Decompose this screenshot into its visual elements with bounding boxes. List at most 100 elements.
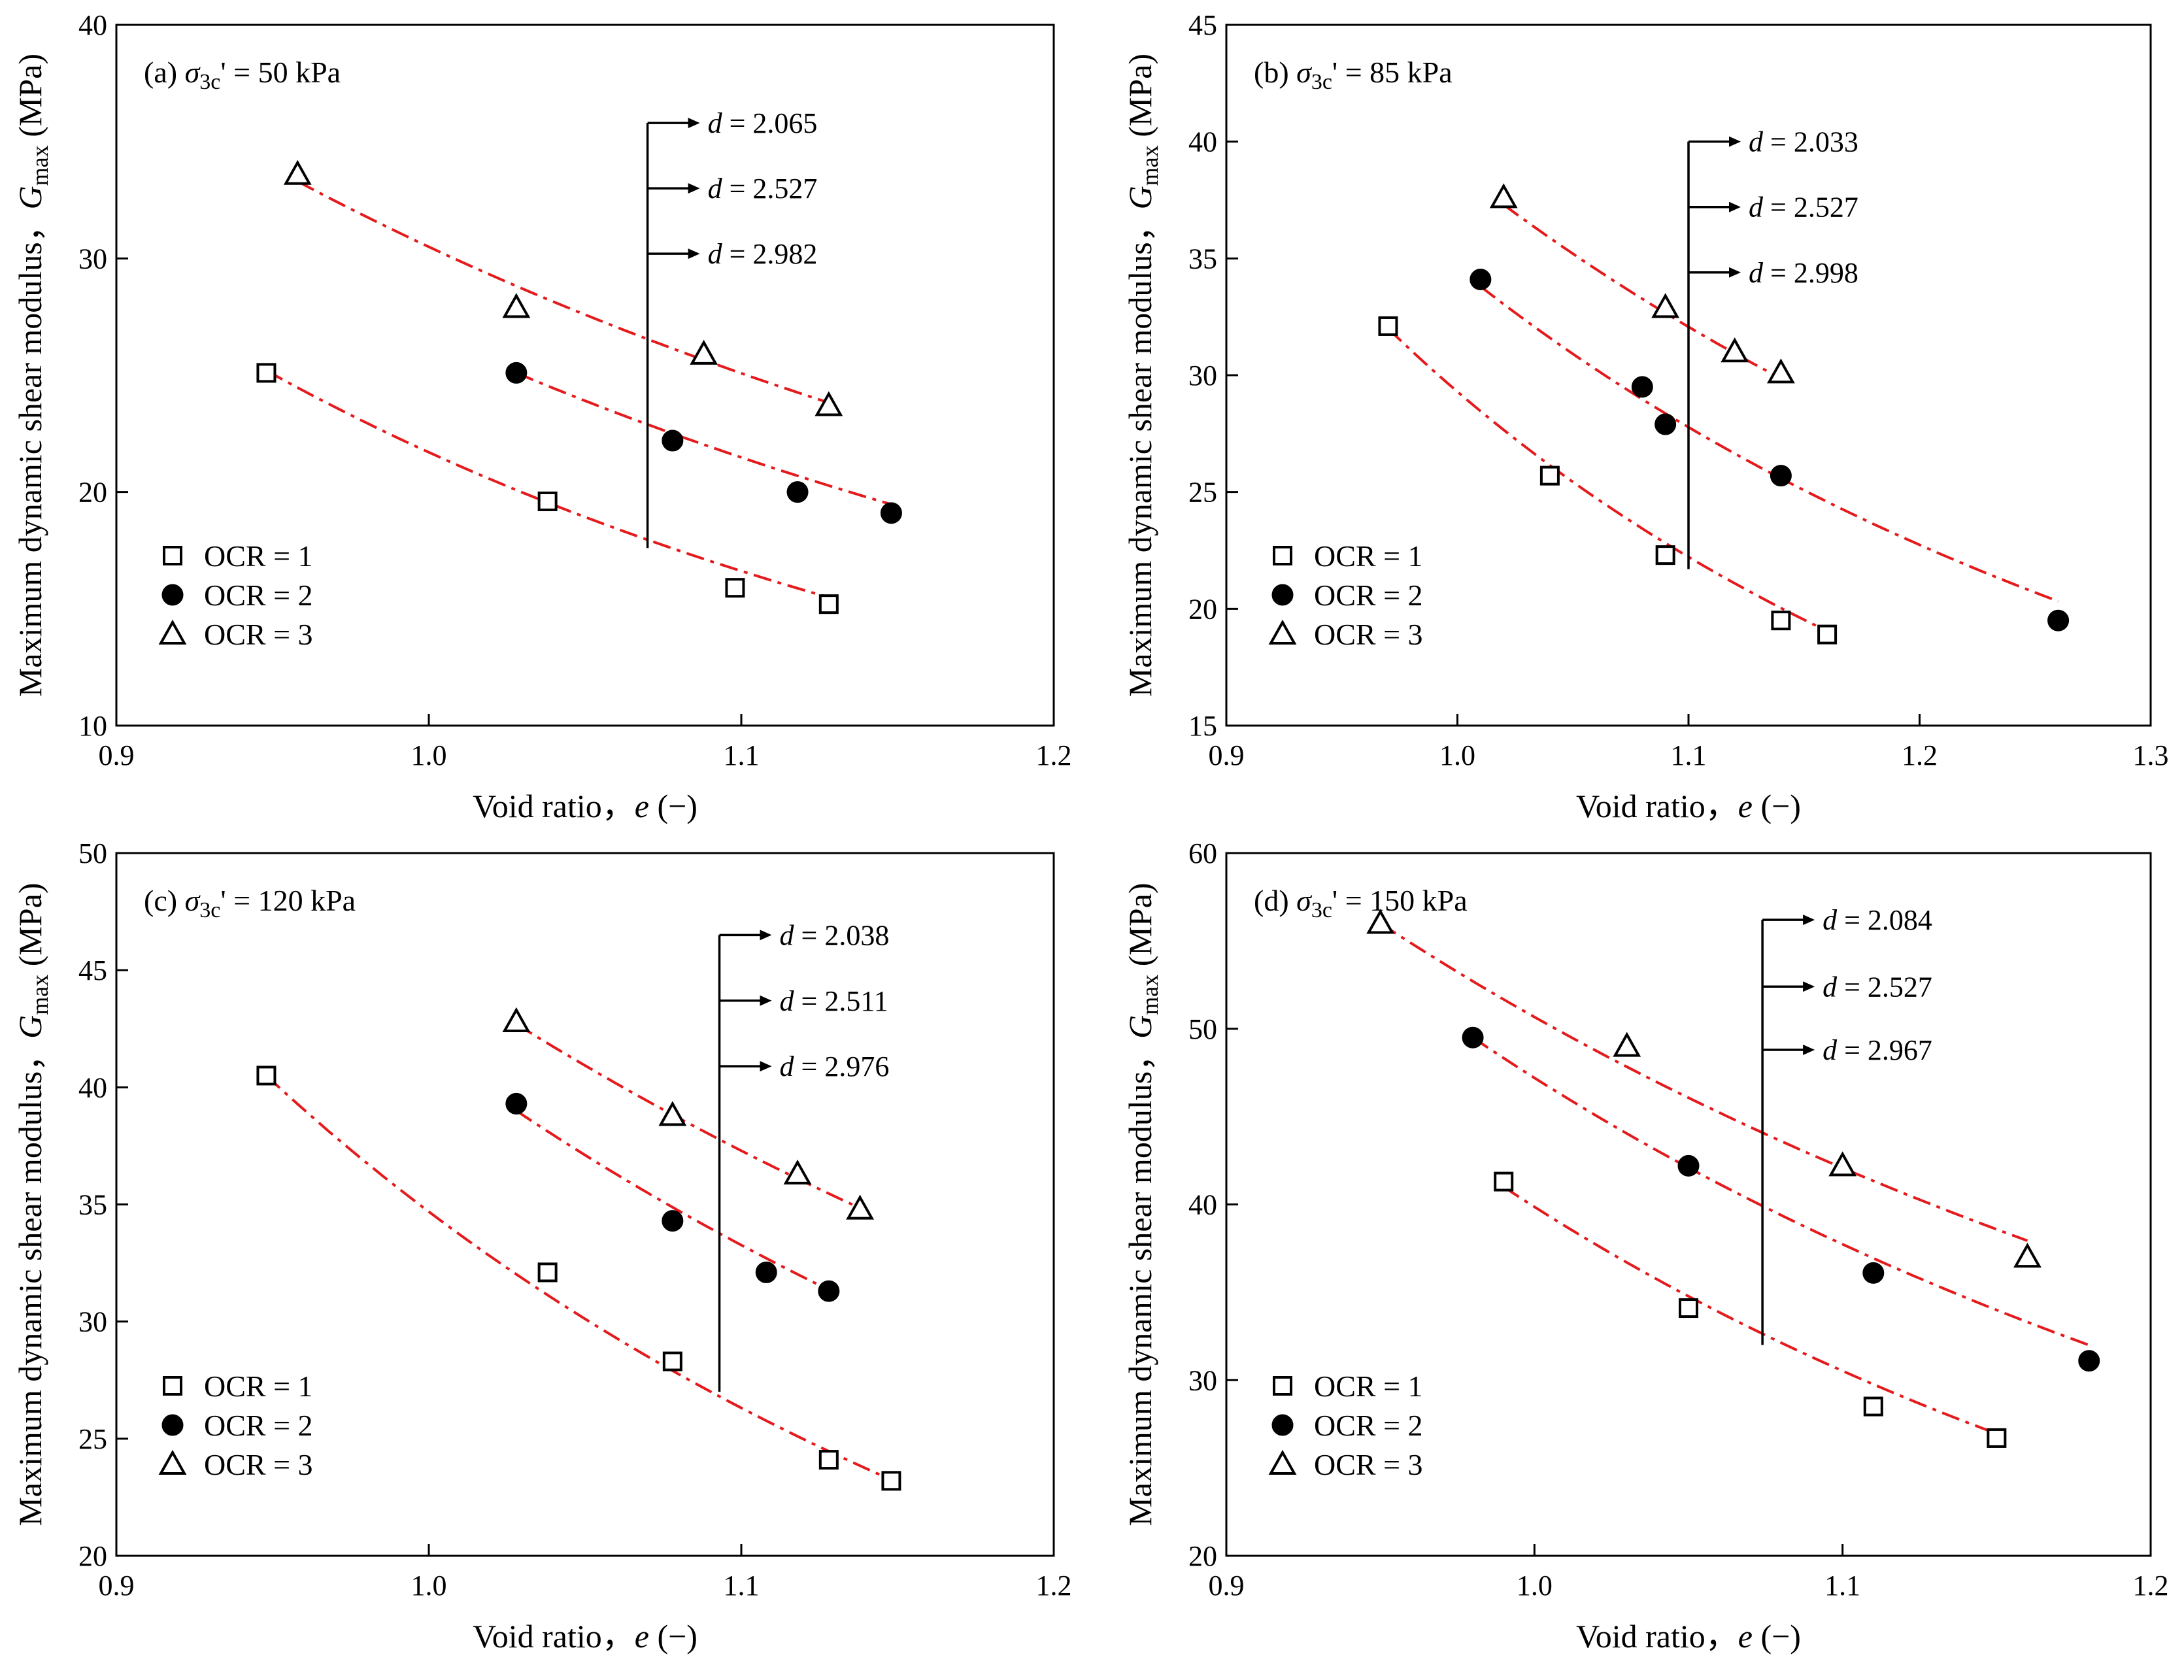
d-value-label: d = 2.998 — [1749, 257, 1858, 289]
fit-curve — [297, 180, 830, 404]
plot-frame — [115, 24, 1055, 727]
d-value-label: d = 2.967 — [1823, 1034, 1932, 1066]
data-point-square — [818, 594, 839, 614]
legend-label: OCR = 2 — [1314, 1409, 1423, 1442]
fit-curve — [1379, 922, 2028, 1242]
d-value-label: d = 2.038 — [780, 919, 890, 951]
chart-panel-b: 0.9 1.0 1.1 1.2 1.3 15 20 25 30 35 40 45 Void ratio，… — [1122, 9, 2169, 824]
chart-panel-a: 0.9 1.0 1.1 1.2 10 20 30 40 Void ratio，e (−) Maxi… — [12, 9, 1072, 824]
y-tick-label: 45 — [1188, 9, 1217, 41]
fit-curve — [1503, 1185, 1998, 1435]
series-ocr-3 — [1366, 909, 2041, 1268]
fit-curve — [1387, 328, 1828, 633]
chart-panel-c: 0.9 1.0 1.1 1.2 20 25 30 35 40 45 50 Void ratio，e (… — [12, 837, 1072, 1655]
data-point-triangle — [1366, 909, 1395, 934]
series-ocr-2 — [505, 361, 902, 524]
x-axis-title: Void ratio，e (−) — [473, 788, 697, 824]
fit-curve — [265, 1074, 892, 1481]
y-tick-label: 30 — [78, 243, 107, 275]
legend: OCR = 1 OCR = 2 OCR = 3 — [158, 1369, 313, 1481]
data-point-circle — [1862, 1262, 1885, 1284]
fit-curve — [1471, 1036, 2090, 1347]
series-ocr-2 — [1470, 268, 2070, 631]
x-axis-title: Void ratio，e (−) — [1576, 788, 1801, 824]
x-tick-label: 1.2 — [1036, 1570, 1072, 1602]
y-tick-label: 45 — [78, 954, 107, 986]
data-point-square — [1539, 465, 1560, 486]
d-value-label: d = 2.033 — [1749, 126, 1858, 158]
x-tick-label: 0.9 — [1209, 1570, 1245, 1602]
legend-label: OCR = 2 — [1314, 579, 1423, 612]
data-point-circle — [755, 1261, 777, 1283]
y-tick-label: 20 — [78, 477, 107, 509]
data-point-circle — [662, 1210, 684, 1232]
y-tick-label: 20 — [78, 1540, 107, 1572]
x-tick-label: 1.3 — [2133, 739, 2169, 771]
data-point-triangle — [658, 1101, 687, 1126]
panel-title: (b) σ3c' = 85 kPa — [1254, 56, 1453, 94]
panel-title: (c) σ3c' = 120 kPa — [144, 884, 356, 922]
legend-marker-triangle — [1268, 1449, 1297, 1475]
fit-curve — [516, 371, 892, 506]
y-tick-label: 30 — [1188, 1364, 1217, 1396]
d-value-label: d = 2.982 — [708, 238, 818, 270]
d-arrowhead — [1729, 267, 1741, 278]
data-point-triangle — [815, 391, 843, 416]
legend-label: OCR = 1 — [204, 1369, 313, 1403]
legend-marker-triangle — [158, 1449, 187, 1475]
x-tick-label: 1.2 — [1036, 739, 1072, 771]
series-ocr-1 — [256, 363, 839, 614]
legend-marker-circle — [1271, 1414, 1294, 1436]
legend-marker-square — [1273, 546, 1292, 565]
data-point-triangle — [690, 339, 718, 365]
y-axis-title: Maximum dynamic shear modulus，Gmax (MPa) — [1122, 882, 1163, 1526]
legend-label: OCR = 3 — [1314, 618, 1423, 651]
panel-title: (a) σ3c' = 50 kPa — [144, 56, 341, 94]
series-ocr-3 — [502, 1007, 875, 1220]
d-arrowhead — [688, 248, 700, 260]
data-point-triangle — [502, 1007, 531, 1032]
y-axis-title: Maximum dynamic shear modulus，Gmax (MPa) — [12, 882, 53, 1526]
fit-curve — [1479, 285, 2059, 603]
y-axis-title: Maximum dynamic shear modulus，Gmax (MPa) — [12, 54, 53, 697]
series-ocr-3 — [1489, 183, 1795, 384]
y-tick-label: 30 — [1188, 360, 1217, 392]
legend-label: OCR = 3 — [1314, 1448, 1423, 1481]
fit-curve — [265, 369, 830, 599]
y-tick-label: 40 — [1188, 126, 1217, 158]
x-tick-label: 1.2 — [2133, 1570, 2169, 1602]
x-axis-title: Void ratio，e (−) — [473, 1618, 697, 1655]
d-value-label: d = 2.527 — [708, 173, 818, 205]
d-value-label: d = 2.511 — [780, 985, 888, 1017]
data-point-circle — [1655, 413, 1677, 435]
data-point-square — [537, 491, 558, 511]
y-tick-label: 35 — [78, 1189, 107, 1221]
legend-marker-triangle — [158, 619, 187, 645]
y-tick-label: 20 — [1188, 1540, 1217, 1572]
d-arrowhead — [1803, 981, 1815, 992]
x-tick-label: 1.0 — [411, 739, 447, 771]
y-tick-label: 40 — [78, 1071, 107, 1103]
y-tick-label: 10 — [78, 710, 107, 742]
series-ocr-1 — [256, 1066, 901, 1491]
y-axis-title: Maximum dynamic shear modulus，Gmax (MPa) — [1122, 54, 1163, 697]
legend-label: OCR = 3 — [204, 618, 313, 651]
series-ocr-1 — [1494, 1171, 2007, 1448]
legend-label: OCR = 1 — [204, 539, 313, 573]
data-point-circle — [880, 502, 902, 524]
legend-marker-circle — [161, 584, 184, 606]
data-point-square — [881, 1471, 901, 1491]
data-point-triangle — [1613, 1032, 1641, 1057]
y-tick-label: 35 — [1188, 243, 1217, 275]
legend-marker-square — [163, 546, 182, 565]
y-tick-label: 50 — [78, 837, 107, 869]
y-tick-label: 25 — [78, 1423, 107, 1455]
data-point-circle — [2078, 1350, 2100, 1372]
data-point-circle — [1677, 1154, 1700, 1177]
data-point-circle — [1770, 465, 1792, 487]
data-point-square — [1494, 1171, 1514, 1192]
data-point-triangle — [1828, 1151, 1857, 1177]
d-arrowhead — [760, 930, 772, 941]
legend-label: OCR = 2 — [204, 1409, 313, 1442]
